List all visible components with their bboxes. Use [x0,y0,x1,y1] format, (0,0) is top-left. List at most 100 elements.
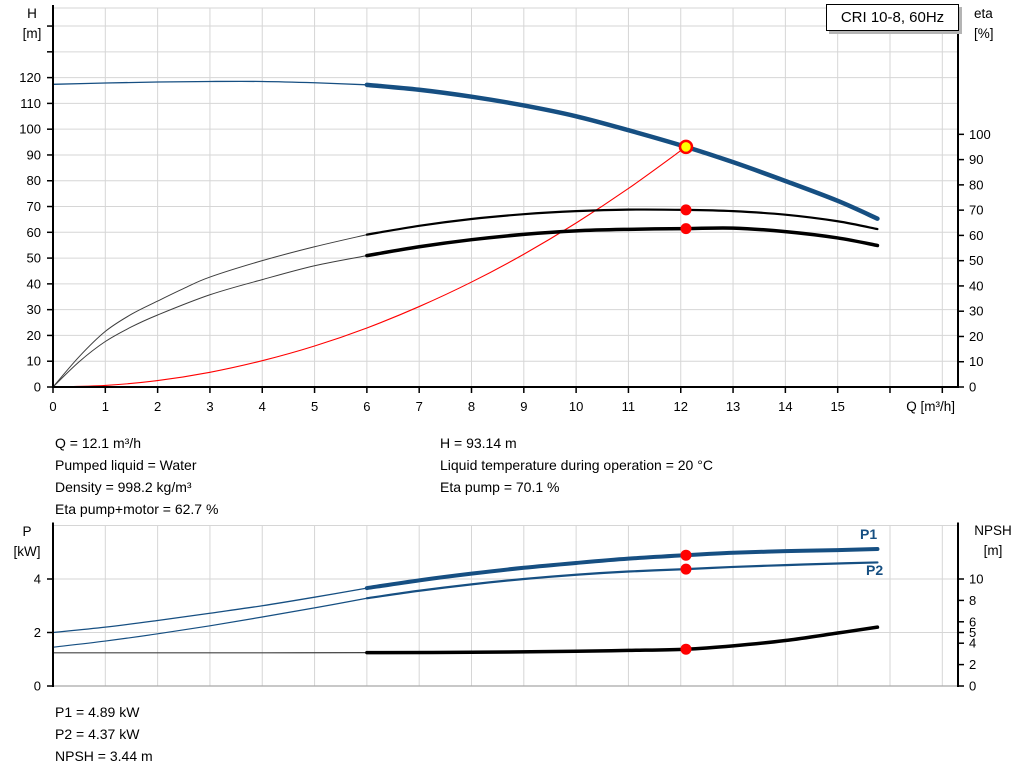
series-eta-pump-motor [365,226,880,258]
p-axis-unit: [kW] [13,544,41,559]
right-tick-label: 5 [969,625,976,640]
left-tick-label: 100 [19,122,41,137]
right-tick-label: 2 [969,657,976,672]
left-tick-label: 80 [27,173,41,188]
marker-npsh-point [680,643,692,655]
right-tick-label: 0 [969,679,976,694]
h-axis-symbol: H [27,6,37,21]
info-liquid-temperature: Liquid temperature during operation = 20… [440,457,713,473]
series-p2-thin [52,597,368,648]
marker-duty-point [678,139,694,155]
x-tick-label: 10 [569,399,583,414]
right-tick-label: 80 [969,177,983,192]
marker-p1-point [680,549,692,561]
left-tick-label: 90 [27,147,41,162]
left-tick-label: 0 [34,679,41,694]
left-tick-label: 70 [27,199,41,214]
right-tick-label: 6 [969,614,976,629]
series-eta-pump [365,208,879,236]
left-tick-label: 60 [27,225,41,240]
info-pumped-liquid: Pumped liquid = Water [55,457,197,473]
chart-title-box: CRI 10-8, 60Hz [826,4,959,31]
series-p2 [365,561,879,600]
series-npsh [365,625,880,655]
q-axis-title: Q [m³/h] [906,399,955,414]
x-tick-label: 15 [830,399,844,414]
series-h-curve [364,82,880,221]
right-tick-label: 90 [969,152,983,167]
left-tick-label: 40 [27,276,41,291]
right-tick-label: 4 [969,636,976,651]
h-axis-unit: [m] [22,26,42,41]
series-eta-pump-motor-thin [52,255,368,388]
eta-axis-title: eta [%] [974,4,1016,44]
npsh-axis-title: NPSH [m] [966,521,1020,561]
info-p1: P1 = 4.89 kW [55,704,140,720]
p1-curve-label: P1 [860,526,878,542]
x-tick-label: 0 [49,399,56,414]
duty-info-right: H = 93.14 m Liquid temperature during op… [440,432,713,498]
info-p2: P2 = 4.37 kW [55,726,140,742]
p-axis-title: P [kW] [6,522,48,562]
marker-p2-point [680,563,692,575]
series-h-curve-thin [52,80,368,86]
left-tick-label: 110 [20,96,41,111]
info-density: Density = 998.2 kg/m³ [55,479,192,495]
x-tick-label: 13 [726,399,740,414]
info-npsh: NPSH = 3.44 m [55,748,153,764]
right-tick-label: 70 [969,203,983,218]
right-tick-label: 100 [969,127,991,142]
p2-curve-label: P2 [866,562,884,578]
x-tick-label: 12 [674,399,688,414]
right-tick-label: 20 [969,329,983,344]
left-tick-label: 0 [34,380,41,395]
left-tick-label: 4 [34,572,41,587]
series-eta-pump-thin [52,234,368,388]
left-tick-label: 50 [27,251,41,266]
left-tick-label: 10 [27,354,41,369]
right-tick-label: 50 [969,253,983,268]
right-tick-label: 8 [969,593,976,608]
left-tick-label: 2 [34,625,41,640]
marker-eta-pump-point [680,204,692,216]
x-tick-label: 8 [468,399,475,414]
info-eta-pump-motor: Eta pump+motor = 62.7 % [55,501,219,517]
x-tick-label: 4 [259,399,266,414]
right-tick-label: 10 [969,572,983,587]
x-tick-label: 1 [102,399,109,414]
x-tick-label: 2 [154,399,161,414]
x-tick-label: 11 [622,399,636,414]
info-head: H = 93.14 m [440,435,517,451]
right-tick-label: 10 [969,354,983,369]
series-p1 [364,547,880,591]
eta-axis-unit: [%] [974,26,994,41]
h-axis-title: H [m] [12,4,52,44]
x-tick-label: 9 [520,399,527,414]
right-tick-label: 30 [969,304,983,319]
right-tick-label: 40 [969,278,983,293]
p-axis-symbol: P [22,524,32,539]
marker-eta-pump-motor-point [680,223,692,235]
duty-info-left: Q = 12.1 m³/h Pumped liquid = Water Dens… [55,432,218,520]
info-eta-pump: Eta pump = 70.1 % [440,479,560,495]
right-tick-label: 60 [969,228,983,243]
eta-axis-symbol: eta [974,6,993,21]
series-p1-thin [52,587,368,634]
npsh-axis-symbol: NPSH [974,523,1012,538]
x-tick-label: 5 [311,399,318,414]
right-tick-label: 0 [969,380,976,395]
npsh-axis-unit: [m] [983,543,1003,558]
chart-title: CRI 10-8, 60Hz [840,9,945,26]
x-tick-label: 14 [778,399,792,414]
left-tick-label: 30 [27,302,41,317]
info-flow: Q = 12.1 m³/h [55,435,141,451]
series-system-curve [52,146,687,388]
x-tick-label: 6 [363,399,370,414]
x-tick-label: 3 [206,399,213,414]
x-tick-label: 7 [416,399,423,414]
left-tick-label: 120 [19,70,41,85]
power-info: P1 = 4.89 kW P2 = 4.37 kW NPSH = 3.44 m [55,701,153,767]
left-tick-label: 20 [27,328,41,343]
